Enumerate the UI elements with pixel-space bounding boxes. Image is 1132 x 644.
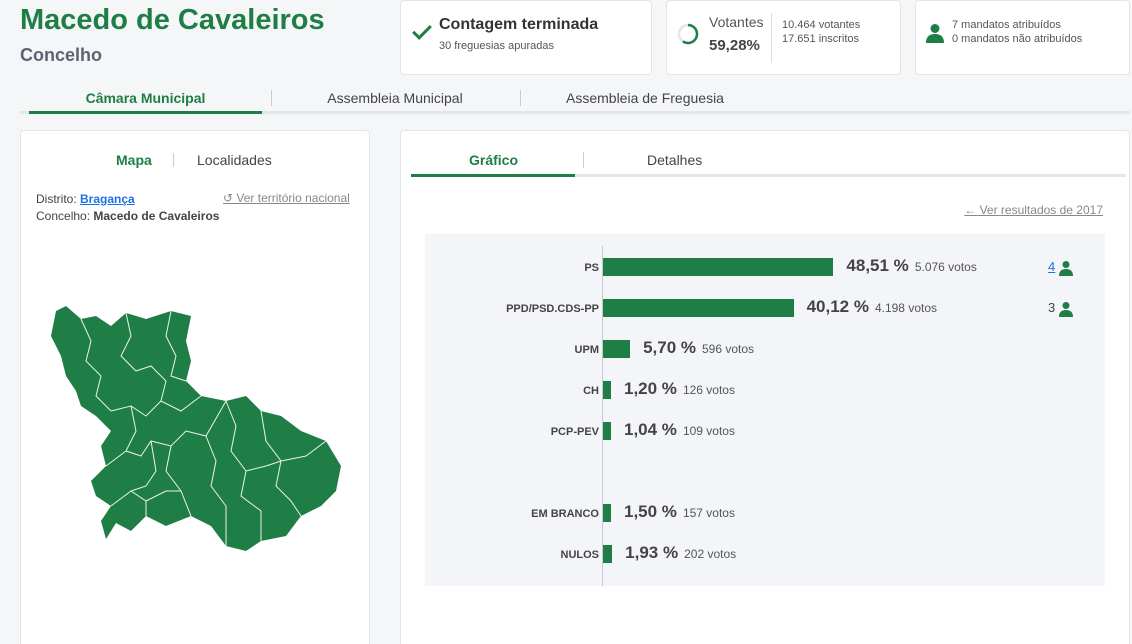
results-chart: PS 48,51 % 5.076 votos 4 PPD/PSD.CDS-PP 40,12… [425, 234, 1105, 586]
chart-row: UPM 5,70 % 596 votos [425, 336, 1105, 366]
count-status-card: Contagem terminada 30 freguesias apurada… [400, 0, 652, 75]
chart-mandates[interactable]: 4 [1048, 259, 1056, 274]
chart-axis [602, 246, 603, 586]
chart-row: EM BRANCO 1,50 % 157 votos [425, 500, 1105, 530]
chart-percent: 1,20 % [624, 379, 677, 398]
municipality-value: Macedo de Cavaleiros [93, 209, 220, 223]
turnout-ring-icon [677, 23, 699, 45]
mandates-unassigned: 0 mandatos não atribuídos [952, 33, 1083, 45]
chart-bar [603, 299, 794, 317]
chart-votes: 157 votos [682, 506, 735, 520]
person-icon [926, 24, 944, 43]
election-tabs: Câmara Municipal Assembleia Municipal As… [20, 84, 1130, 114]
tab-separator [271, 90, 272, 106]
chart-votes: 4.198 votos [874, 301, 937, 315]
chart-votes: 202 votos [684, 547, 737, 561]
chart-bar [603, 545, 613, 563]
chart-value-label: 1,04 % 109 votos [624, 420, 735, 440]
check-icon [412, 20, 432, 40]
tab-assembleia-municipal[interactable]: Assembleia Municipal [327, 90, 463, 106]
chart-percent: 48,51 % [846, 256, 909, 275]
results-panel: Gráfico Detalhes ← Ver resultados de 201… [400, 130, 1130, 644]
national-territory-link[interactable]: ↺ Ver território nacional [223, 191, 350, 205]
arrow-left-icon: ← [964, 203, 977, 217]
active-tab-underline [411, 174, 575, 177]
voters-card: Votantes 59,28% 10.464 votantes 17.651 i… [666, 0, 901, 75]
chart-votes: 109 votos [682, 424, 735, 438]
count-status-subtitle: 30 freguesias apuradas [439, 40, 554, 52]
chart-votes: 596 votos [702, 342, 755, 356]
chart-row: PPD/PSD.CDS-PP 40,12 % 4.198 votos 3 [425, 295, 1105, 325]
chart-category-label: NULOS [560, 549, 600, 561]
count-status-title: Contagem terminada [439, 16, 599, 33]
tab-camara-municipal[interactable]: Câmara Municipal [85, 90, 206, 106]
chart-mandates: 3 [1048, 300, 1056, 315]
chart-bar [603, 258, 834, 276]
chart-bar [603, 340, 631, 358]
chart-percent: 1,93 % [625, 543, 679, 562]
tab-separator [520, 90, 521, 106]
tab-detalhes[interactable]: Detalhes [647, 152, 703, 168]
tab-grafico[interactable]: Gráfico [469, 152, 519, 168]
chart-bar [603, 504, 611, 522]
chart-percent: 1,04 % [624, 420, 677, 439]
district-label: Distrito: [36, 192, 77, 206]
mandates-assigned: 7 mandatos atribuídos [952, 19, 1061, 31]
chart-category-label: UPM [574, 344, 599, 356]
national-territory-label: Ver território nacional [236, 191, 350, 205]
tab-localidades[interactable]: Localidades [197, 152, 272, 168]
tab-separator [173, 153, 174, 167]
chart-category-label: EM BRANCO [531, 508, 599, 520]
tab-separator [583, 152, 584, 168]
chart-value-label: 5,70 % 596 votos [643, 338, 754, 358]
chart-votes: 5.076 votos [914, 260, 977, 274]
tab-mapa[interactable]: Mapa [116, 152, 152, 168]
mandates-card: 7 mandatos atribuídos 0 mandatos não atr… [915, 0, 1130, 75]
chart-votes: 126 votos [682, 383, 735, 397]
chart-category-label: PPD/PSD.CDS-PP [506, 303, 599, 315]
chart-value-label: 1,20 % 126 votos [624, 379, 735, 399]
municipality-map[interactable] [51, 301, 341, 561]
chart-row: CH 1,20 % 126 votos [425, 377, 1105, 407]
chart-category-label: CH [583, 385, 599, 397]
chart-percent: 5,70 % [643, 338, 696, 357]
chart-value-label: 48,51 % 5.076 votos [846, 256, 976, 276]
chart-percent: 1,50 % [624, 502, 677, 521]
chart-category-label: PCP-PEV [550, 426, 599, 438]
chart-category-label: PS [584, 262, 599, 274]
active-tab-underline [29, 111, 262, 114]
municipality-label: Concelho: [36, 209, 91, 223]
chart-row: PCP-PEV 1,04 % 109 votos [425, 418, 1105, 448]
chart-value-label: 1,93 % 202 votos [625, 543, 736, 563]
page-title: Macedo de Cavaleiros [20, 4, 325, 36]
district-link[interactable]: Bragança [80, 192, 135, 206]
voters-divider [771, 13, 772, 63]
tab-assembleia-freguesia[interactable]: Assembleia de Freguesia [566, 90, 724, 106]
results-tabs: Gráfico Detalhes [411, 143, 1126, 177]
previous-results-link[interactable]: ← Ver resultados de 2017 [964, 203, 1103, 217]
voters-label: Votantes [709, 14, 764, 30]
voters-count: 10.464 votantes [782, 19, 861, 31]
chart-row: NULOS 1,93 % 202 votos [425, 541, 1105, 571]
undo-icon: ↺ [223, 191, 234, 205]
district-row: Distrito: Bragança [36, 192, 135, 206]
turnout-percent: 59,28% [709, 37, 760, 54]
registered-count: 17.651 inscritos [782, 33, 860, 45]
map-panel: Mapa Localidades Distrito: Bragança Conc… [20, 130, 370, 644]
chart-value-label: 1,50 % 157 votos [624, 502, 735, 522]
previous-results-label: Ver resultados de 2017 [979, 203, 1103, 217]
chart-bar [603, 422, 611, 440]
person-icon [1059, 302, 1073, 317]
person-icon [1059, 261, 1073, 276]
page-subtitle: Concelho [20, 45, 103, 65]
chart-percent: 40,12 % [806, 297, 869, 316]
chart-value-label: 40,12 % 4.198 votos [807, 297, 937, 317]
chart-row: PS 48,51 % 5.076 votos 4 [425, 254, 1105, 284]
chart-bar [603, 381, 611, 399]
municipality-row: Concelho: Macedo de Cavaleiros [36, 209, 219, 223]
